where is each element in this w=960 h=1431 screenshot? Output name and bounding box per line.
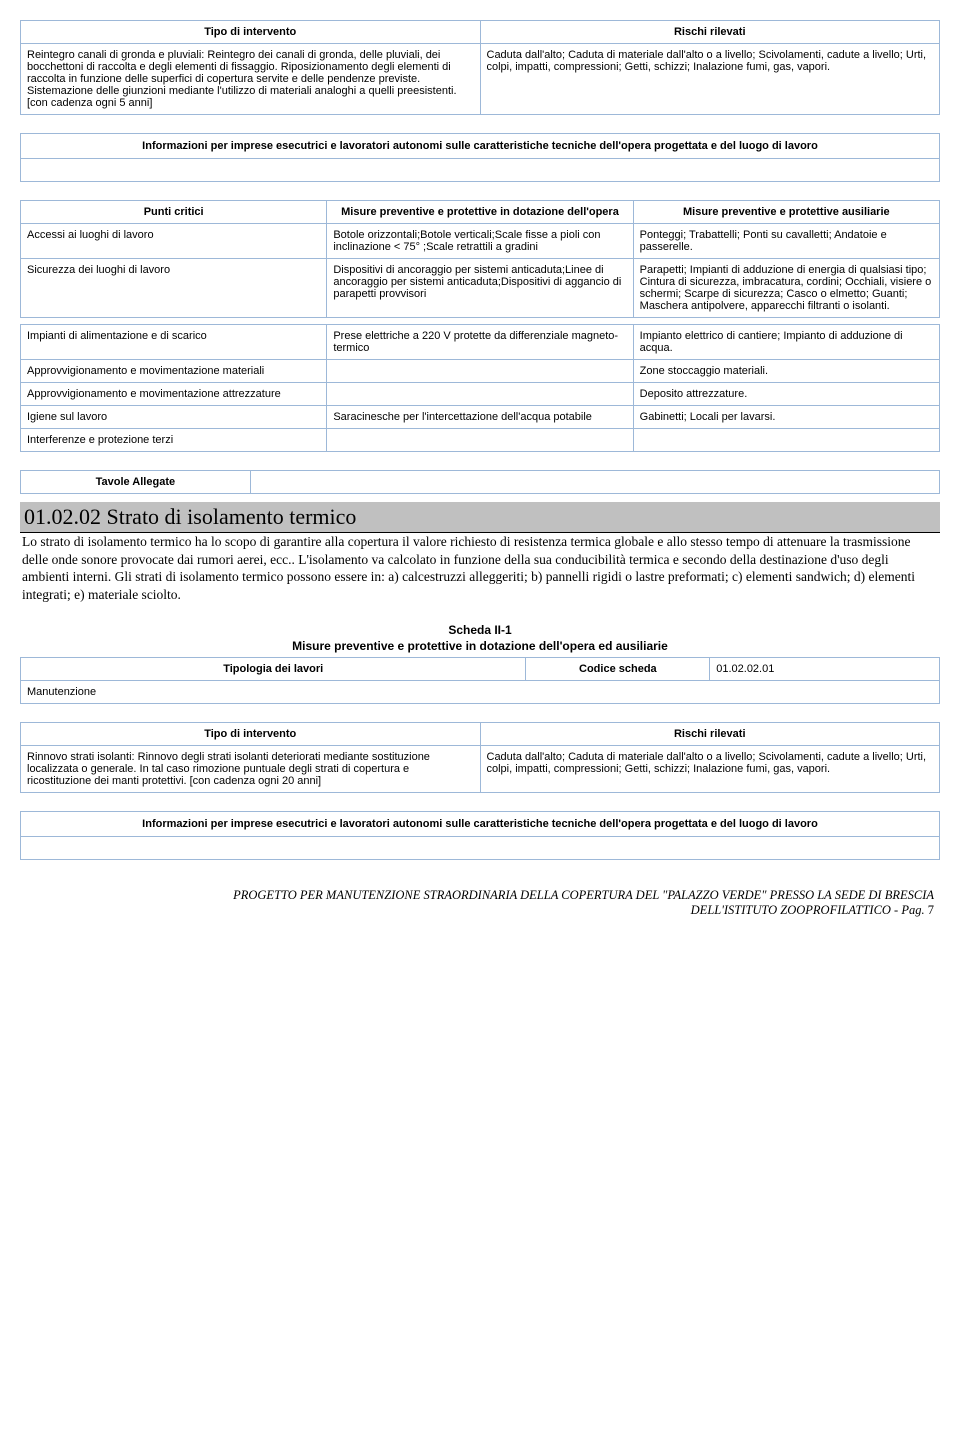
th-rischi: Rischi rilevati (480, 21, 940, 44)
cell-punto: Igiene sul lavoro (21, 406, 327, 429)
cell-intervento: Rinnovo strati isolanti: Rinnovo degli s… (21, 746, 481, 793)
table-row: Igiene sul lavoro Saracinesche per l'int… (21, 406, 940, 429)
cell-dot (327, 429, 633, 452)
info-banner-empty (21, 159, 940, 182)
info-banner-text: Informazioni per imprese esecutrici e la… (21, 134, 940, 159)
cell-punto: Interferenze e protezione terzi (21, 429, 327, 452)
tavole-label: Tavole Allegate (21, 471, 251, 494)
scheda-subtitle: Misure preventive e protettive in dotazi… (20, 639, 940, 653)
th-punti-critici: Punti critici (21, 201, 327, 224)
info-banner-empty (21, 837, 940, 860)
table-punti-critici-2: Impianti di alimentazione e di scarico P… (20, 324, 940, 452)
table-row: Impianti di alimentazione e di scarico P… (21, 325, 940, 360)
cell-dot: Dispositivi di ancoraggio per sistemi an… (327, 259, 633, 318)
th-misure-dotazione: Misure preventive e protettive in dotazi… (327, 201, 633, 224)
cell-rischi: Caduta dall'alto; Caduta di materiale da… (480, 44, 940, 115)
table-row: Accessi ai luoghi di lavoro Botole orizz… (21, 224, 940, 259)
table-punti-critici: Punti critici Misure preventive e protet… (20, 200, 940, 318)
th-misure-ausiliarie: Misure preventive e protettive ausiliari… (633, 201, 939, 224)
cell-intervento: Reintegro canali di gronda e pluviali: R… (21, 44, 481, 115)
table-scheda-header: Tipologia dei lavori Codice scheda 01.02… (20, 657, 940, 704)
cell-aus: Ponteggi; Trabattelli; Ponti su cavallet… (633, 224, 939, 259)
cell-codice-val: 01.02.02.01 (710, 658, 940, 681)
cell-dot (327, 383, 633, 406)
cell-dot (327, 360, 633, 383)
cell-aus: Impianto elettrico di cantiere; Impianto… (633, 325, 939, 360)
cell-punto: Approvvigionamento e movimentazione mate… (21, 360, 327, 383)
cell-aus: Parapetti; Impianti di adduzione di ener… (633, 259, 939, 318)
table-row: Reintegro canali di gronda e pluviali: R… (21, 44, 940, 115)
footer-line1: PROGETTO PER MANUTENZIONE STRAORDINARIA … (233, 888, 934, 902)
table-row: Approvvigionamento e movimentazione attr… (21, 383, 940, 406)
cell-aus: Deposito attrezzature. (633, 383, 939, 406)
th-codice: Codice scheda (526, 658, 710, 681)
cell-punto: Accessi ai luoghi di lavoro (21, 224, 327, 259)
cell-dot: Saracinesche per l'intercettazione dell'… (327, 406, 633, 429)
cell-dot: Botole orizzontali;Botole verticali;Scal… (327, 224, 633, 259)
th-rischi: Rischi rilevati (480, 723, 940, 746)
table-row: Approvvigionamento e movimentazione mate… (21, 360, 940, 383)
cell-punto: Sicurezza dei luoghi di lavoro (21, 259, 327, 318)
page-footer: PROGETTO PER MANUTENZIONE STRAORDINARIA … (20, 888, 940, 918)
th-tipo-intervento: Tipo di intervento (21, 723, 481, 746)
table-tipo-intervento-1: Tipo di intervento Rischi rilevati Reint… (20, 20, 940, 115)
cell-aus: Gabinetti; Locali per lavarsi. (633, 406, 939, 429)
info-banner-table: Informazioni per imprese esecutrici e la… (20, 133, 940, 182)
th-tipologia: Tipologia dei lavori (21, 658, 526, 681)
info-banner-table-2: Informazioni per imprese esecutrici e la… (20, 811, 940, 860)
cell-punto: Approvvigionamento e movimentazione attr… (21, 383, 327, 406)
footer-line2: DELL'ISTITUTO ZOOPROFILATTICO - Pag. (691, 903, 925, 917)
cell-dot: Prese elettriche a 220 V protette da dif… (327, 325, 633, 360)
table-row: Sicurezza dei luoghi di lavoro Dispositi… (21, 259, 940, 318)
table-tipo-intervento-2: Tipo di intervento Rischi rilevati Rinno… (20, 722, 940, 793)
scheda-title: Scheda II-1 (20, 623, 940, 637)
tavole-empty (250, 471, 939, 494)
cell-aus: Zone stoccaggio materiali. (633, 360, 939, 383)
table-row: Rinnovo strati isolanti: Rinnovo degli s… (21, 746, 940, 793)
footer-page: 7 (928, 903, 934, 917)
th-tipo-intervento: Tipo di intervento (21, 21, 481, 44)
table-tavole-allegate: Tavole Allegate (20, 470, 940, 494)
cell-manutenzione: Manutenzione (21, 681, 940, 704)
cell-rischi: Caduta dall'alto; Caduta di materiale da… (480, 746, 940, 793)
cell-punto: Impianti di alimentazione e di scarico (21, 325, 327, 360)
table-row: Interferenze e protezione terzi (21, 429, 940, 452)
section-title: 01.02.02 Strato di isolamento termico (20, 502, 940, 533)
section-desc: Lo strato di isolamento termico ha lo sc… (20, 533, 940, 603)
info-banner-text: Informazioni per imprese esecutrici e la… (21, 812, 940, 837)
cell-aus (633, 429, 939, 452)
